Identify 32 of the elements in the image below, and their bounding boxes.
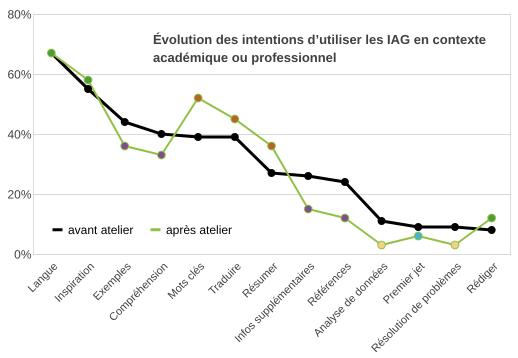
point <box>340 214 350 222</box>
point <box>194 94 202 102</box>
point <box>340 178 349 186</box>
y-tick-label: 0% <box>14 248 32 262</box>
point <box>267 142 276 150</box>
point <box>230 133 239 141</box>
point <box>84 85 92 93</box>
point <box>450 223 459 231</box>
point <box>157 150 166 160</box>
y-tick-label: 60% <box>7 68 32 82</box>
point <box>230 114 240 124</box>
point <box>377 240 386 250</box>
point <box>120 142 130 150</box>
point <box>450 240 460 250</box>
point <box>414 232 423 240</box>
point <box>268 169 276 177</box>
text: Évolution des intentions d’utiliser les IAG en contexte académique ou professionnel <box>153 32 486 65</box>
legend-label: après atelier <box>166 222 232 237</box>
point <box>487 214 496 222</box>
legend-label: avant atelier <box>68 222 134 237</box>
point <box>414 223 422 231</box>
y-tick-label: 40% <box>7 128 32 142</box>
point <box>488 226 496 234</box>
y-tick-label: 80% <box>7 8 32 22</box>
point <box>84 76 92 84</box>
point <box>304 172 312 180</box>
point <box>304 204 313 214</box>
point <box>378 217 386 225</box>
point <box>194 133 202 141</box>
point <box>120 118 129 126</box>
point <box>157 130 166 138</box>
y-tick-label: 20% <box>7 188 32 202</box>
